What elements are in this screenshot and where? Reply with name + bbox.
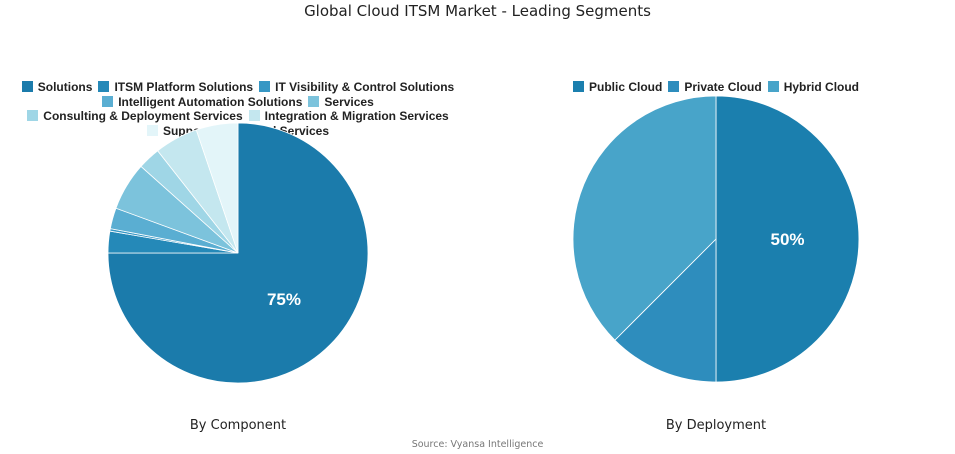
legend-item[interactable]: Public Cloud: [572, 80, 663, 95]
legend-swatch: [668, 81, 680, 92]
legend-item[interactable]: Consulting & Deployment Services: [27, 109, 243, 124]
legend-label: Consulting & Deployment Services: [43, 109, 243, 123]
legend-swatch: [767, 81, 779, 92]
legend-swatch: [572, 81, 584, 92]
legend-label: ITSM Platform Solutions: [114, 80, 254, 94]
legend-item[interactable]: Solutions: [21, 80, 93, 95]
subtitle-component: By Component: [189, 418, 287, 433]
legend-label: Intelligent Automation Solutions: [118, 94, 303, 109]
legend-item[interactable]: Integration & Migration Services: [248, 109, 449, 124]
chart-title: Global Cloud ITSM Market - Leading Segme…: [304, 2, 651, 20]
legend-swatch: [98, 81, 110, 92]
data-label: 50%: [770, 230, 804, 249]
legend-label: Public Cloud: [588, 80, 663, 94]
legend-label: Solutions: [37, 80, 93, 94]
pie-slice[interactable]: [715, 95, 860, 383]
legend-label: Private Cloud: [684, 80, 762, 94]
legend-label: Services: [324, 94, 374, 109]
legend-swatch: [308, 95, 320, 107]
legend-item[interactable]: Hybrid Cloud: [767, 80, 860, 95]
legend-swatch: [102, 95, 114, 107]
legend-item[interactable]: Private Cloud: [668, 80, 762, 95]
legend-deployment: Public Cloud Private Cloud Hybrid Cloud: [478, 80, 954, 95]
legend-item[interactable]: ITSM Platform Solutions: [98, 80, 253, 95]
legend-item[interactable]: IT Visibility & Control Solutions: [259, 80, 454, 95]
legend-swatch: [27, 110, 39, 121]
legend-swatch: [21, 81, 33, 92]
subtitle-deployment: By Deployment: [665, 418, 767, 433]
legend-swatch: [146, 124, 158, 136]
pie-slice[interactable]: [107, 122, 369, 384]
legend-item[interactable]: Intelligent Automation Solutions: [102, 95, 302, 110]
legend-item[interactable]: Services: [308, 94, 374, 110]
data-label: 75%: [267, 290, 301, 309]
legend-label: IT Visibility & Control Solutions: [275, 80, 455, 94]
legend-label: Hybrid Cloud: [783, 80, 860, 94]
pie-slice[interactable]: [572, 95, 717, 341]
pie-slice[interactable]: [614, 238, 717, 383]
source-note: Source: Vyansa Intelligence: [411, 439, 544, 450]
legend-swatch: [259, 81, 271, 92]
legend-label: Integration & Migration Services: [264, 109, 449, 123]
pie-slice[interactable]: [195, 122, 239, 254]
legend-swatch: [248, 110, 260, 121]
